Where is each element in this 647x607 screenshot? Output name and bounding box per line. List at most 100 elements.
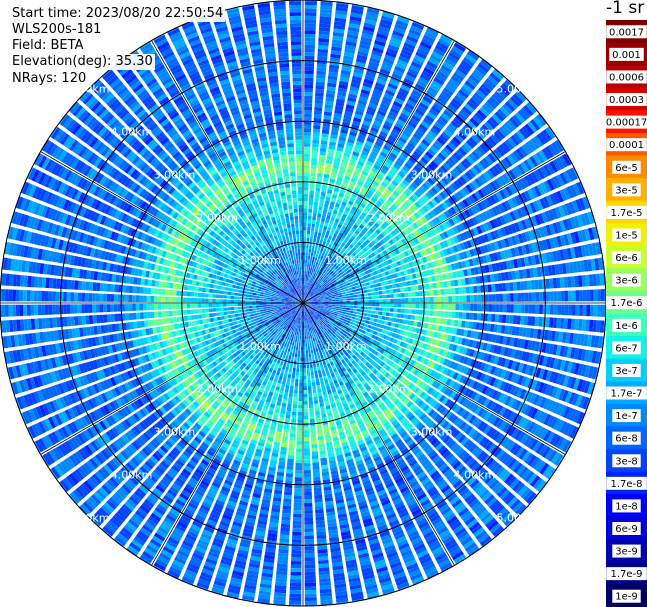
ppi-cell (303, 219, 307, 224)
ppi-cell (352, 385, 358, 391)
ppi-cell (464, 388, 471, 397)
ppi-cell (498, 392, 506, 403)
ppi-cell (452, 327, 458, 335)
ppi-cell (323, 308, 328, 311)
ppi-cell (420, 99, 431, 108)
ppi-cell (314, 246, 318, 251)
ppi-cell (391, 396, 398, 403)
ppi-cell (433, 296, 438, 303)
ppi-cell (417, 453, 426, 462)
ppi-cell (323, 310, 327, 314)
ppi-cell (362, 247, 368, 253)
ppi-cell (418, 424, 426, 432)
ppi-cell (375, 190, 382, 197)
ppi-cell (320, 1, 333, 7)
ppi-cell (511, 427, 520, 439)
ppi-cell (403, 388, 410, 395)
ppi-cell (304, 44, 315, 49)
ppi-cell (406, 456, 416, 464)
ppi-cell (313, 205, 318, 210)
ppi-cell (311, 309, 315, 313)
ppi-cell (315, 320, 319, 324)
ppi-cell (383, 5, 397, 12)
ppi-cell (428, 489, 439, 498)
ppi-cell (507, 348, 513, 358)
ppi-cell (371, 310, 376, 314)
ppi-cell (448, 379, 455, 388)
ppi-cell (377, 328, 383, 333)
ppi-cell (371, 50, 383, 57)
ppi-cell (328, 223, 333, 229)
ppi-cell (557, 304, 562, 315)
ppi-cell (371, 375, 378, 381)
ppi-cell (402, 257, 408, 264)
ppi-cell (545, 370, 552, 382)
ppi-cell (507, 371, 514, 382)
ppi-cell (305, 297, 308, 301)
ppi-cell (571, 290, 576, 302)
ppi-cell (313, 317, 317, 321)
ppi-cell (531, 353, 538, 364)
ppi-cell (450, 547, 462, 558)
ppi-cell (357, 218, 363, 224)
ppi-cell (459, 355, 466, 364)
ppi-cell (361, 123, 370, 130)
ppi-cell (566, 247, 573, 260)
ppi-cell (441, 466, 451, 475)
ppi-cell (329, 281, 334, 285)
ppi-cell (449, 361, 456, 369)
ppi-cell (392, 262, 398, 268)
ppi-cell (315, 509, 324, 514)
ppi-cell (408, 28, 422, 37)
ppi-cell (345, 273, 351, 278)
ppi-cell (310, 252, 314, 257)
ppi-cell (437, 430, 446, 439)
ppi-cell (422, 270, 428, 277)
ppi-cell (462, 513, 474, 523)
ppi-cell (389, 79, 400, 87)
ppi-cell (473, 304, 478, 312)
ppi-cell (394, 351, 400, 357)
ppi-cell (527, 316, 532, 326)
ppi-cell (397, 171, 406, 179)
ppi-cell (563, 318, 568, 330)
ppi-cell (462, 125, 472, 135)
ppi-cell (583, 334, 589, 347)
ppi-cell (447, 493, 458, 503)
ppi-cell (313, 249, 317, 254)
ppi-cell (477, 294, 482, 302)
ppi-cell (470, 430, 479, 440)
ppi-cell (495, 404, 504, 415)
ppi-cell (347, 344, 352, 349)
ppi-cell (470, 295, 474, 302)
ppi-cell (452, 167, 461, 177)
ppi-cell (361, 186, 368, 193)
ppi-cell (511, 167, 520, 179)
ppi-cell (366, 109, 375, 116)
ppi-cell (467, 169, 476, 178)
ppi-cell (464, 425, 473, 435)
ppi-cell (554, 140, 564, 153)
ppi-cell (319, 275, 323, 280)
ppi-cell (418, 285, 423, 291)
ppi-cell (362, 82, 373, 89)
ppi-cell (416, 355, 423, 362)
ppi-cell (339, 325, 344, 329)
ppi-cell (452, 245, 459, 253)
ppi-cell (403, 398, 411, 406)
ppi-cell (429, 353, 436, 360)
ppi-cell (312, 313, 316, 318)
ppi-cell (483, 284, 489, 293)
ppi-cell (395, 411, 403, 419)
ppi-cell (366, 317, 371, 321)
ppi-cell (563, 170, 572, 184)
ppi-cell (488, 304, 493, 312)
ppi-cell (525, 327, 531, 338)
ppi-cell (310, 165, 317, 170)
ppi-cell (343, 178, 350, 184)
ppi-cell (512, 150, 522, 162)
ppi-cell (316, 239, 320, 244)
ppi-cell (351, 276, 356, 281)
ppi-cell (432, 142, 441, 151)
